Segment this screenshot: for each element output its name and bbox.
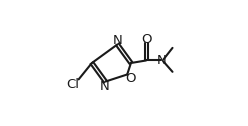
Text: O: O (141, 33, 151, 46)
Text: N: N (100, 80, 110, 93)
Text: N: N (113, 34, 122, 46)
Text: Cl: Cl (66, 78, 79, 91)
Text: O: O (125, 72, 136, 85)
Text: N: N (157, 54, 167, 67)
